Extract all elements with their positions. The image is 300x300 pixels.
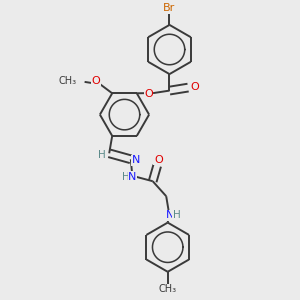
Text: O: O [91,76,100,86]
Text: H: H [122,172,130,182]
Text: Br: Br [164,3,175,14]
Text: CH₃: CH₃ [159,284,177,294]
Text: N: N [166,210,174,220]
Text: N: N [128,172,136,182]
Text: O: O [144,89,153,99]
Text: O: O [154,154,163,165]
Text: O: O [190,82,199,92]
Text: CH₃: CH₃ [59,76,77,86]
Text: N: N [131,155,140,165]
Text: H: H [173,210,181,220]
Text: H: H [98,150,106,160]
